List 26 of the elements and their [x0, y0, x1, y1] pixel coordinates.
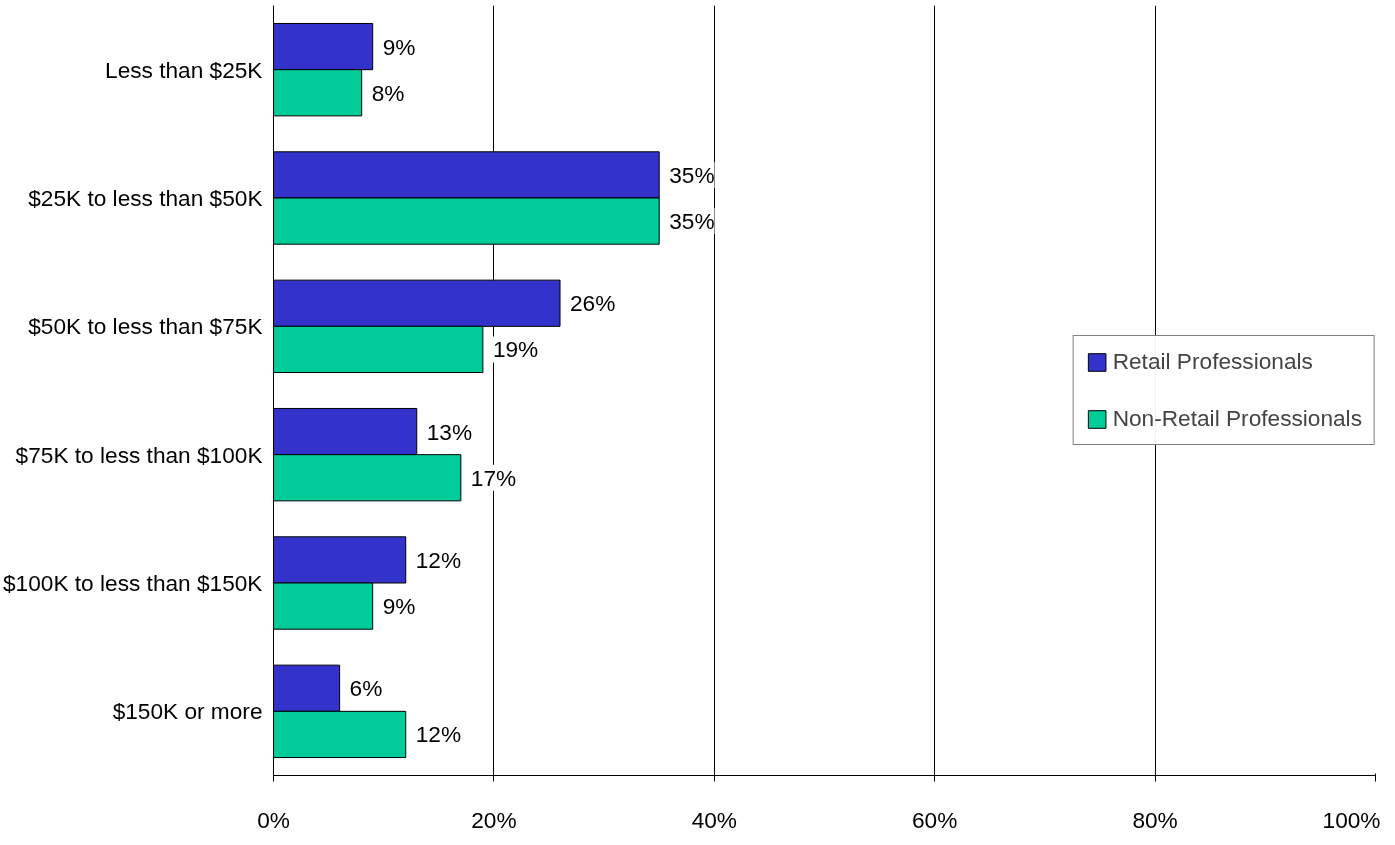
y-tick-label: $25K to less than $50K: [28, 185, 263, 211]
data-label: 17%: [470, 464, 517, 491]
data-label: 35%: [669, 208, 715, 235]
y-tick-label: $75K to less than $100K: [15, 441, 263, 468]
data-label: 13%: [426, 418, 473, 445]
y-tick-label: Less than $25K: [105, 56, 263, 83]
data-label: 35%: [669, 161, 715, 188]
legend-label: Non-Retail Professionals: [1112, 405, 1362, 432]
x-tick-label: 0%: [257, 806, 290, 833]
x-tick-label: 40%: [691, 806, 737, 833]
y-tick-label: $100K to less than $150K: [3, 570, 263, 596]
data-label: 19%: [492, 336, 539, 363]
legend-label: Retail Professionals: [1112, 348, 1313, 375]
x-tick-label: 100%: [1322, 806, 1381, 833]
x-tick-label: 20%: [471, 806, 517, 833]
data-label: 8%: [371, 79, 405, 106]
data-label: 12%: [415, 721, 462, 748]
data-label: 9%: [382, 593, 416, 620]
y-tick-label: $150K or more: [112, 698, 263, 725]
x-tick-label: 80%: [1132, 806, 1178, 833]
data-label: 26%: [570, 290, 616, 317]
data-label: 6%: [349, 675, 383, 702]
data-label: 9%: [382, 33, 416, 60]
data-label: 12%: [415, 546, 462, 573]
y-tick-label: $50K to less than $75K: [28, 313, 263, 340]
x-tick-label: 60%: [912, 806, 958, 833]
